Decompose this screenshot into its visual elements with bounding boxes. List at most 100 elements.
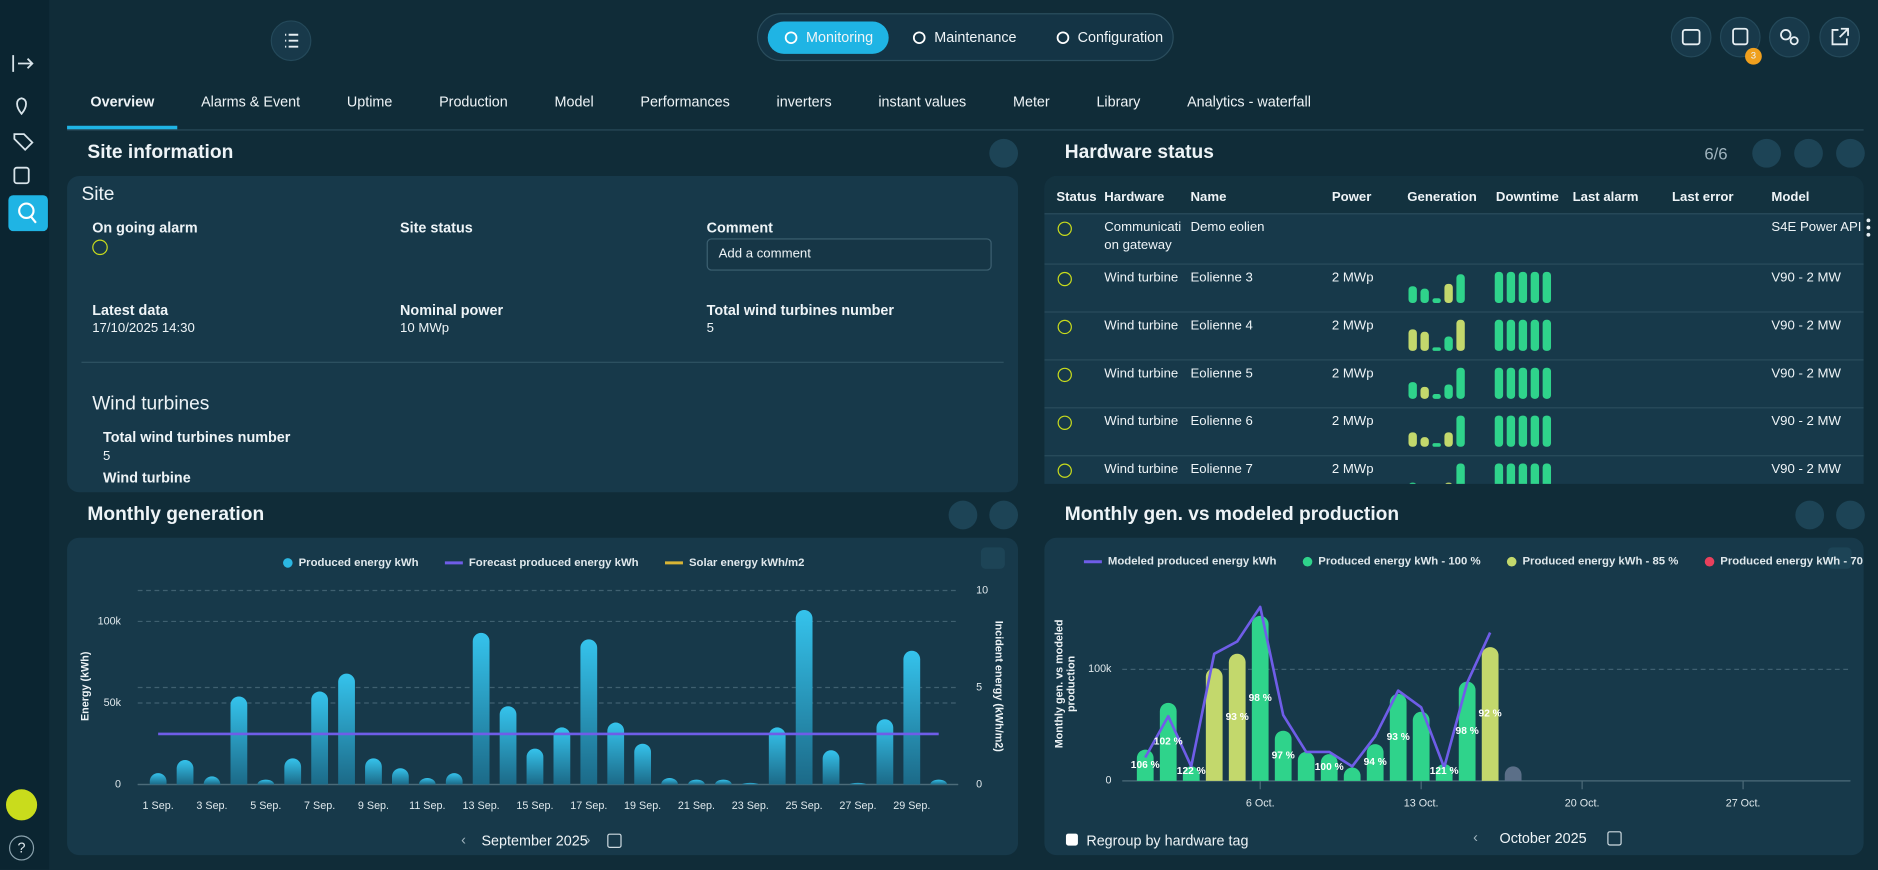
downtime-bar xyxy=(1507,272,1515,303)
open-button[interactable] xyxy=(1819,17,1860,58)
chart-card: 050k100k05101 Sep.3 Sep.5 Sep.7 Sep.9 Se… xyxy=(67,538,1018,855)
edit-button[interactable] xyxy=(607,834,621,848)
sparkline-bar xyxy=(1420,387,1428,399)
nav-icon xyxy=(1055,29,1071,45)
settings-button[interactable] xyxy=(1769,17,1810,58)
hardware-table: StatusHardwareNamePowerGenerationDowntim… xyxy=(1044,176,1863,484)
list-button[interactable] xyxy=(271,20,312,61)
sparkline-bar xyxy=(1432,394,1440,399)
table-button[interactable] xyxy=(981,547,1005,569)
bar xyxy=(554,727,571,784)
checkbox[interactable] xyxy=(1066,834,1078,846)
sub-tab[interactable]: Library xyxy=(1073,84,1164,126)
prev-button[interactable]: ‹ xyxy=(1473,829,1478,846)
bar xyxy=(392,768,409,784)
sparkline-bar xyxy=(1408,483,1416,484)
downtime-bar xyxy=(1507,464,1515,484)
nav-tab[interactable]: Maintenance xyxy=(896,21,1032,53)
legend: Produced energy kWh Forecast produced ene… xyxy=(283,557,804,569)
y-axis-title: Energy (kWh) xyxy=(79,590,91,782)
menu-button[interactable] xyxy=(1795,501,1824,530)
x-tick-label: 3 Sep. xyxy=(196,800,227,812)
downtime-bar xyxy=(1543,464,1551,484)
edit-button[interactable] xyxy=(1607,831,1621,845)
sparkline-bar xyxy=(1432,443,1440,447)
power-cell: 2 MWp xyxy=(1332,413,1374,431)
model-cell: V90 - 2 MW xyxy=(1771,269,1841,287)
sub-tab[interactable]: inverters xyxy=(753,84,855,126)
x-tick-label: 17 Sep. xyxy=(570,800,607,812)
bar xyxy=(177,760,194,784)
status-indicator xyxy=(1058,416,1072,430)
legend-label[interactable]: Solar energy kWh/m2 xyxy=(689,557,805,569)
column-header: Downtime xyxy=(1496,190,1559,204)
model-cell: S4E Power API xyxy=(1771,219,1861,237)
field-label: On going alarm xyxy=(92,219,197,236)
sub-tab[interactable]: instant values xyxy=(855,84,990,126)
nav-tab[interactable]: Monitoring xyxy=(768,21,889,53)
legend-marker xyxy=(1705,557,1715,567)
y-tick-label: 0 xyxy=(1105,775,1111,787)
nav-tab[interactable]: Configuration xyxy=(1039,21,1178,53)
icon xyxy=(1770,18,1808,56)
list-icon xyxy=(272,22,310,60)
icon-shape xyxy=(786,32,797,43)
row-divider xyxy=(1044,311,1863,312)
downtime-bar xyxy=(1495,464,1503,484)
expand-button[interactable] xyxy=(1836,501,1865,530)
sub-tab[interactable]: Uptime xyxy=(323,84,415,126)
legend-label[interactable]: Produced energy kWh - 70 % xyxy=(1720,556,1863,568)
calendar-button[interactable] xyxy=(1671,17,1712,58)
menu-button[interactable] xyxy=(949,501,978,530)
downtime-bar xyxy=(1495,416,1503,447)
sub-tab[interactable]: Alarms & Event xyxy=(178,84,324,126)
sub-tab[interactable]: Overview xyxy=(67,84,178,130)
sub-tab[interactable]: Analytics - waterfall xyxy=(1164,84,1335,126)
legend-label[interactable]: Modeled produced energy kWh xyxy=(1108,556,1277,568)
status-indicator xyxy=(1058,222,1072,236)
legend-label[interactable]: Produced energy kWh xyxy=(299,557,419,569)
comment-input[interactable]: Add a comment xyxy=(707,238,992,270)
expand-button[interactable] xyxy=(989,501,1018,530)
settings-button[interactable] xyxy=(1794,139,1823,168)
sparkline-bar xyxy=(1456,464,1464,484)
section-title: Monthly generation xyxy=(87,504,264,526)
kebab[interactable] xyxy=(1859,211,1878,247)
sub-tab[interactable]: Model xyxy=(531,84,617,126)
legend-label[interactable]: Produced energy kWh - 100 % xyxy=(1318,556,1480,568)
x-tick-label: 13 Sep. xyxy=(463,800,500,812)
bar xyxy=(930,780,947,785)
next-button[interactable]: › xyxy=(586,831,591,848)
sparkline-bar xyxy=(1456,274,1464,303)
save-icon[interactable] xyxy=(14,168,28,184)
x-tick-label: 20 Oct. xyxy=(1565,798,1600,810)
location-icon[interactable] xyxy=(17,98,26,114)
x-tick-label: 23 Sep. xyxy=(732,800,769,812)
settings-button[interactable] xyxy=(989,139,1018,168)
ratio-label: 121 % xyxy=(1430,766,1459,777)
name-cell: Eolienne 3 xyxy=(1191,269,1253,287)
expand-icon[interactable] xyxy=(13,55,32,72)
search-active[interactable] xyxy=(8,195,48,231)
bar xyxy=(500,706,517,784)
ratio-label: 97 % xyxy=(1272,750,1295,761)
sparkline-bar xyxy=(1420,332,1428,351)
user-avatar[interactable] xyxy=(6,789,37,820)
field-label: Latest data xyxy=(92,302,168,319)
period: September 2025 xyxy=(481,832,587,849)
chart: 050k100k05101 Sep.3 Sep.5 Sep.7 Sep.9 Se… xyxy=(67,538,1018,855)
name-cell: Demo eolien xyxy=(1191,219,1265,237)
sub-tab[interactable]: Production xyxy=(416,84,531,126)
refresh-button[interactable] xyxy=(1752,139,1781,168)
prev-button[interactable]: ‹ xyxy=(461,831,466,848)
column-header: Model xyxy=(1771,190,1809,204)
legend-label[interactable]: Produced energy kWh - 85 % xyxy=(1522,556,1678,568)
sub-tab[interactable]: Meter xyxy=(990,84,1073,126)
notification-badge: 3 xyxy=(1745,48,1762,65)
sub-tab[interactable]: Performances xyxy=(617,84,753,126)
tag-icon[interactable] xyxy=(14,134,32,150)
legend-label[interactable]: Forecast produced energy kWh xyxy=(469,557,639,569)
expand-button[interactable] xyxy=(1836,139,1865,168)
downtime-bar xyxy=(1531,272,1539,303)
alarm-indicator xyxy=(92,240,108,256)
